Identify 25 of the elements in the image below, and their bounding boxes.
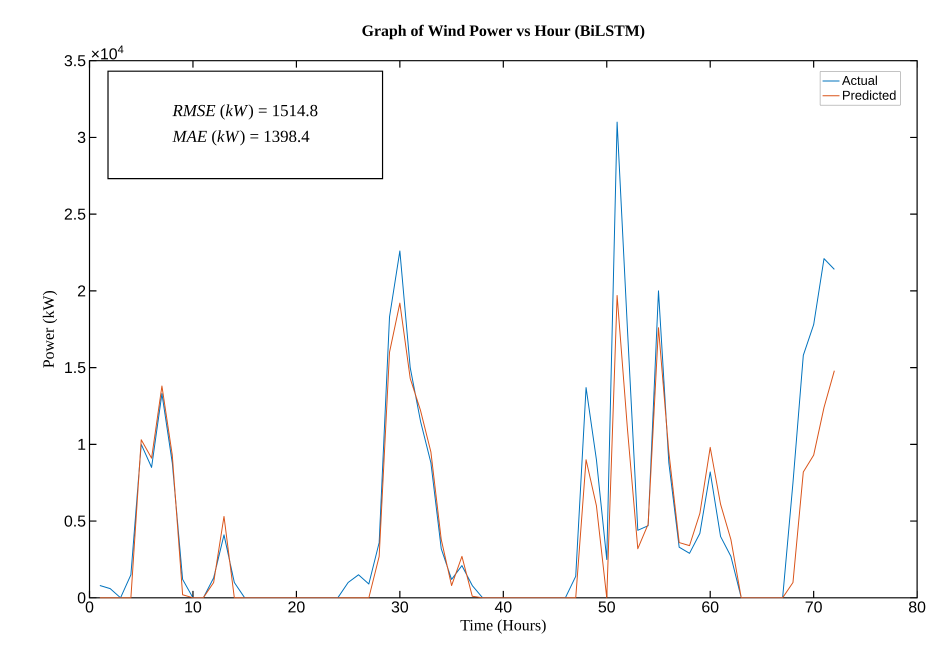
x-tick-label: 30 (392, 601, 408, 612)
y-tick-label: 0.5 (64, 515, 86, 526)
x-tick-label: 70 (806, 601, 822, 612)
y-tick-label: 1 (78, 438, 86, 450)
x-tick-label: 20 (288, 601, 305, 612)
y-axis-title: Power (kW) (42, 290, 58, 368)
y-tick-label: 2 (78, 285, 86, 296)
x-axis-title: Time (Hours) (460, 619, 546, 634)
text: ×10$^{4}$ (92, 45, 124, 60)
annotation: RMSE (kW) = 1514.8 (172, 104, 318, 120)
annotation: MAE (kW) = 1398.4 (172, 130, 310, 146)
x-tick-label: 40 (494, 601, 512, 612)
y-tick-label: 2.5 (64, 208, 86, 220)
x-tick-label: 0 (86, 601, 94, 612)
y-tick-label: 1.5 (65, 362, 86, 373)
y-tick-label: 3.5 (64, 54, 86, 66)
x-tick-label: 60 (702, 601, 718, 612)
y-tick-label: 3 (78, 132, 86, 143)
x-tick-label: 50 (598, 601, 615, 612)
legend-label: Predicted (843, 90, 896, 100)
legend-label: Actual (842, 75, 877, 85)
chart-title: Graph of Wind Power vs Hour (BiLSTM) (362, 24, 644, 40)
x-tick-label: 10 (185, 601, 202, 612)
x-tick-label: 80 (908, 601, 926, 612)
y-tick-label: 0 (78, 592, 86, 604)
